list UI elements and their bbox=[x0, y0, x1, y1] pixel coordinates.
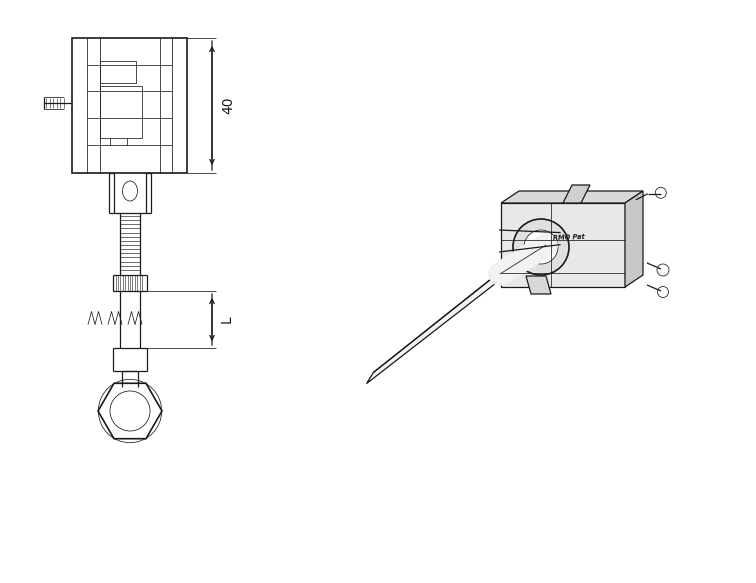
Text: L: L bbox=[220, 315, 234, 324]
Text: 40: 40 bbox=[221, 97, 235, 114]
Polygon shape bbox=[625, 191, 643, 287]
Circle shape bbox=[513, 219, 569, 275]
Polygon shape bbox=[501, 203, 625, 287]
Polygon shape bbox=[367, 260, 515, 384]
Text: RMO Pat: RMO Pat bbox=[553, 233, 585, 241]
Circle shape bbox=[524, 230, 558, 264]
Polygon shape bbox=[563, 185, 590, 203]
Polygon shape bbox=[501, 191, 643, 203]
Polygon shape bbox=[526, 276, 551, 294]
